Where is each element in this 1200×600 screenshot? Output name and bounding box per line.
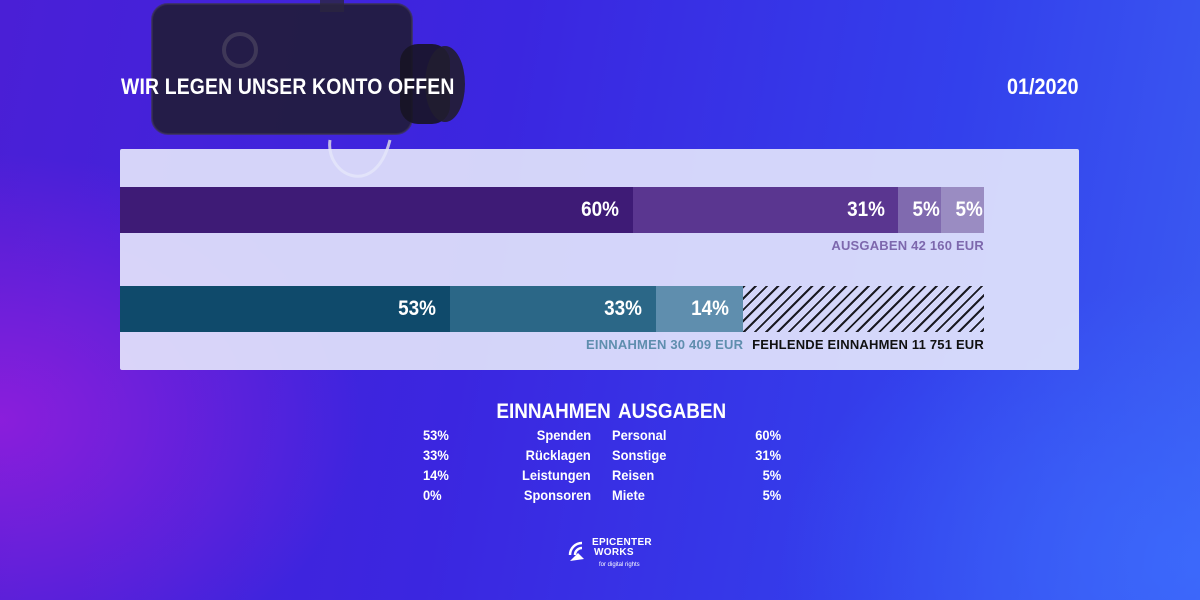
ausgaben-segment-2 [633, 187, 899, 233]
einnahmen-segment-2 [450, 286, 656, 332]
einnahmen-pct-4: 0% [423, 487, 442, 503]
ausgaben-pct-1: 60% [755, 427, 781, 443]
ausgaben-pct-3: 5% [762, 467, 781, 483]
ausgaben-segment-label-3: 5% [912, 198, 940, 221]
einnahmen-label-4: Sponsoren [523, 487, 591, 503]
ausgaben-pct-2: 31% [755, 447, 781, 463]
ausgaben-segment-label-1: 60% [581, 198, 620, 221]
logo-line2: WORKS [594, 547, 634, 558]
missing-income-label: FEHLENDE EINNAHMEN 11 751 EUR [752, 337, 984, 352]
einnahmen-segment-3 [655, 286, 744, 332]
report-date: 01/2020 [1007, 74, 1079, 99]
einnahmen-label-1: Spenden [536, 427, 591, 443]
page-title: WIR LEGEN UNSER KONTO OFFEN [121, 74, 455, 99]
ausgaben-segment-4 [941, 187, 984, 233]
ausgaben-total-label: AUSGABEN 42 160 EUR [831, 238, 984, 253]
ausgaben-pct-4: 5% [762, 487, 781, 503]
logo-wordmark: EPICENTER WORKS [592, 538, 652, 558]
einnahmen-segment-label-3: 14% [691, 297, 730, 320]
einnahmen-segment-label-2: 33% [604, 297, 643, 320]
logo-line1: EPICENTER [592, 537, 652, 548]
ausgaben-label-4: Miete [612, 487, 645, 503]
ausgaben-label-3: Reisen [612, 467, 655, 483]
camera-photo [151, 0, 465, 178]
einnahmen-segment-1 [120, 286, 451, 332]
einnahmen-pct-1: 53% [423, 427, 449, 443]
einnahmen-total-label: EINNAHMEN 30 409 EUR [586, 337, 744, 352]
ausgaben-segment-1 [120, 187, 634, 233]
einnahmen-pct-3: 14% [423, 467, 449, 483]
ausgaben-segment-3 [898, 187, 942, 233]
einnahmen-label-2: Rücklagen [525, 447, 591, 463]
einnahmen-pct-2: 33% [423, 447, 449, 463]
ausgaben-label-1: Personal [612, 427, 667, 443]
missing-income-segment [743, 286, 984, 332]
logo-tagline: for digital rights [599, 562, 640, 568]
ausgaben-segment-label-4: 5% [955, 198, 983, 221]
chart-panel: 60% 31% 5% 5% AUSGABEN 42 160 EUR 53% 33% 14%… [120, 149, 1079, 370]
einnahmen-label-3: Leistungen [522, 467, 591, 483]
einnahmen-heading: EINNAHMEN [496, 400, 611, 423]
ausgaben-label-2: Sonstige [612, 447, 667, 463]
ausgaben-heading: AUSGABEN [618, 400, 727, 423]
ausgaben-segment-label-2: 31% [846, 198, 885, 221]
einnahmen-segment-label-1: 53% [398, 297, 437, 320]
epicenter-works-logo [568, 541, 584, 561]
